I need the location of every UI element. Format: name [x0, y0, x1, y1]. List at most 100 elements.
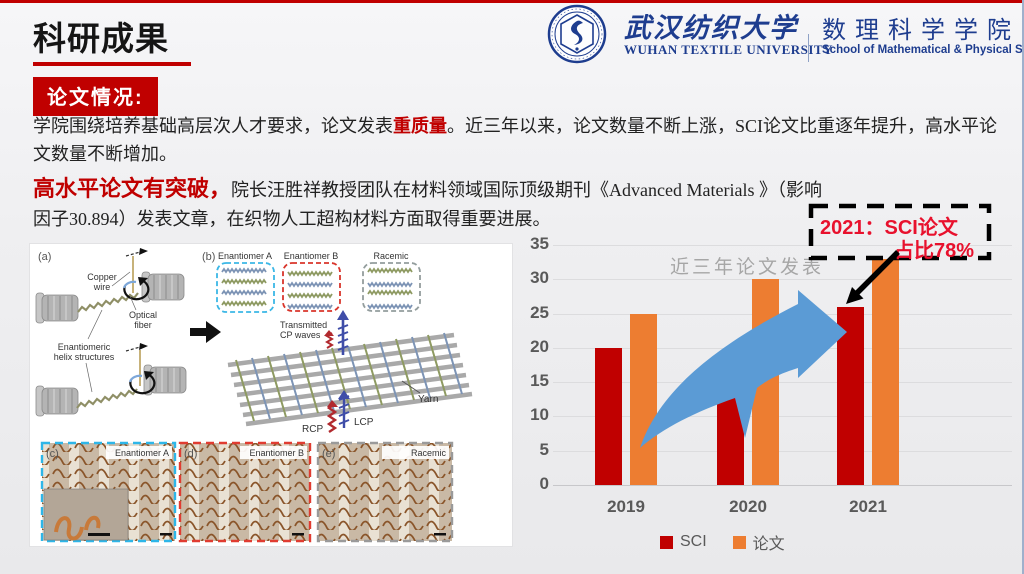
x-axis-label-2020: 2020: [729, 497, 767, 516]
gridline: [553, 450, 1012, 452]
rcp-wave-top-icon: [324, 330, 334, 349]
school-name-en: School of Mathematical & Physical Scienc…: [822, 44, 1023, 56]
y-axis-tick-label: 10: [530, 405, 549, 425]
panel-transition-arrow-icon: [190, 321, 221, 343]
y-axis-tick-label: 5: [539, 439, 549, 459]
x-axis-label-2021: 2021: [849, 497, 887, 516]
panel-c-letter: (c): [46, 448, 59, 460]
para1-highlight: 重质量: [393, 116, 447, 136]
panel-d-letter: (d): [184, 448, 197, 460]
spool-icon: [35, 385, 79, 417]
rotation-arrow-icon: [123, 278, 150, 301]
page-title: 科研成果: [33, 20, 169, 57]
university-logo: 武汉纺织大学 WUHAN TEXTILE UNIVERSITY 数理科学学院 S…: [546, 4, 1022, 64]
y-axis-tick-label: 35: [530, 234, 549, 253]
legend-item-SCI: SCI: [660, 530, 707, 554]
panel-e-letter: (e): [322, 448, 335, 460]
transmitted-cp-label: Transmitted: [280, 320, 327, 330]
helix-structures-label2: helix structures: [54, 352, 115, 362]
gridline: [553, 416, 1012, 418]
bar-论文-2021: [872, 258, 899, 485]
enantiomer-b-box: [282, 262, 341, 312]
section-badge: 论文情况:: [33, 77, 158, 116]
y-axis-tick-label: 30: [530, 268, 549, 288]
spool-icon: [35, 292, 79, 324]
university-name-en: WUHAN TEXTILE UNIVERSITY: [624, 42, 833, 57]
y-axis-tick-label: 0: [539, 474, 549, 493]
legend-swatch: [732, 535, 746, 549]
enantiomer-a-label: Enantiomer A: [218, 251, 272, 261]
university-emblem-icon: [547, 4, 607, 64]
figure-panel-a: (a) Copper wire Optical fiber: [35, 248, 187, 417]
papers-bar-chart: 近三年论文发表 0 5 10 15 20 25 30 35 2019 2020 2021 SCI 论文: [527, 234, 1019, 570]
rcp-wave-bottom-icon: [326, 400, 338, 433]
legend-label: SCI: [680, 533, 707, 550]
yarn-pointer-line: [401, 380, 421, 394]
racemic-label: Racemic: [373, 251, 409, 261]
research-figure-svg: (a) Copper wire Optical fiber: [30, 244, 512, 546]
photo-panel-c: Enantiomer A (c): [40, 441, 177, 543]
rcp-label: RCP: [302, 424, 323, 435]
y-axis-tick-label: 20: [530, 336, 549, 356]
logo-divider: [808, 34, 809, 62]
transmitted-cp-label2: CP waves: [280, 330, 321, 340]
rotation-direction-dashed-arrow: [125, 346, 141, 352]
para2-lead: 高水平论文有突破，: [33, 176, 232, 201]
y-axis-tick-label: 25: [530, 302, 549, 322]
enantiomer-b-label: Enantiomer B: [284, 251, 339, 261]
annotation-pointer-arrow-icon: [846, 250, 900, 304]
x-axis-label-2019: 2019: [607, 497, 645, 516]
annotation-line2: 占比78%: [893, 240, 974, 262]
lcp-wave-top-icon: [337, 310, 349, 355]
school-name-cn: 数理科学学院: [822, 17, 1020, 44]
photo-d-label: Enantiomer B: [249, 448, 304, 458]
y-axis-tick-label: 15: [530, 371, 549, 391]
paragraph-overview: 学院围绕培养基础高层次人才要求，论文发表重质量。近三年以来，论文数量不断上涨，S…: [33, 112, 1001, 168]
helix-fiber: [76, 388, 138, 409]
para1-seg2: 。近三年以来，论文数量不断上涨，SCI论文比重逐年提升，高水平论文数量不断增加。: [33, 116, 998, 164]
copper-wire-label2: wire: [93, 282, 111, 292]
bar-论文-2019: [630, 313, 657, 485]
photo-e-label: Racemic: [411, 448, 447, 458]
legend-swatch: [660, 535, 673, 549]
optical-fiber-label: Optical: [129, 310, 157, 320]
panel-b-letter: (b): [202, 251, 215, 263]
annotation-box: 2021：SCI论文 占比78%: [808, 203, 992, 262]
scale-bar: [160, 533, 172, 536]
top-accent-line: [0, 0, 1022, 3]
scale-bar: [292, 533, 304, 536]
racemic-box: [362, 262, 421, 312]
figure-panel-b: (b) Enantiomer A Enantiomer B Racemic: [202, 251, 473, 435]
research-figure: (a) Copper wire Optical fiber: [30, 244, 512, 546]
copper-wire-label: Copper: [87, 272, 117, 282]
chart-legend: SCI 论文: [660, 530, 785, 554]
paragraph-breakthrough: 高水平论文有突破，院长汪胜祥教授团队在材料领域国际顶级期刊《Advanced M…: [33, 174, 833, 234]
coil-rows: [221, 267, 413, 310]
rotation-arrow-icon: [129, 372, 156, 395]
lcp-label: LCP: [354, 417, 374, 428]
rotation-direction-dashed-arrow: [125, 251, 141, 257]
photo-panel-e: Racemic (e): [316, 441, 454, 543]
chart-title: 近三年论文发表: [670, 257, 825, 278]
para2-body: 院长汪胜祥教授团队在材料领域国际顶级期刊《Advanced Materials …: [33, 180, 822, 229]
legend-item-论文: 论文: [732, 530, 785, 554]
optical-fiber-label2: fiber: [134, 320, 152, 330]
gridline: [553, 279, 1012, 281]
gridline: [553, 245, 1012, 246]
legend-label: 论文: [752, 536, 785, 553]
photo-c-inset: [43, 488, 129, 541]
bar-SCI-2019: [595, 347, 622, 485]
para1-seg1: 学院围绕培养基础高层次人才要求，论文发表: [33, 116, 393, 136]
photo-panel-d: Enantiomer B (d): [178, 441, 312, 543]
enantiomer-a-box: [216, 262, 275, 313]
annotation-line1: 2021：SCI论文: [820, 217, 958, 239]
chart-plot-area: 0 5 10 15 20 25 30 35 2019 2020 2021: [530, 234, 1012, 516]
scale-bar: [434, 533, 446, 536]
helix-structures-label: Enantiomeric: [58, 342, 111, 352]
lcp-wave-bottom-icon: [338, 390, 350, 428]
photo-c-label: Enantiomer A: [115, 448, 169, 458]
university-name-cn: 武汉纺织大学: [624, 13, 798, 43]
title-underline: [33, 62, 191, 66]
yarn-label: Yarn: [418, 394, 438, 405]
annotation-dashed-border: [808, 203, 992, 261]
